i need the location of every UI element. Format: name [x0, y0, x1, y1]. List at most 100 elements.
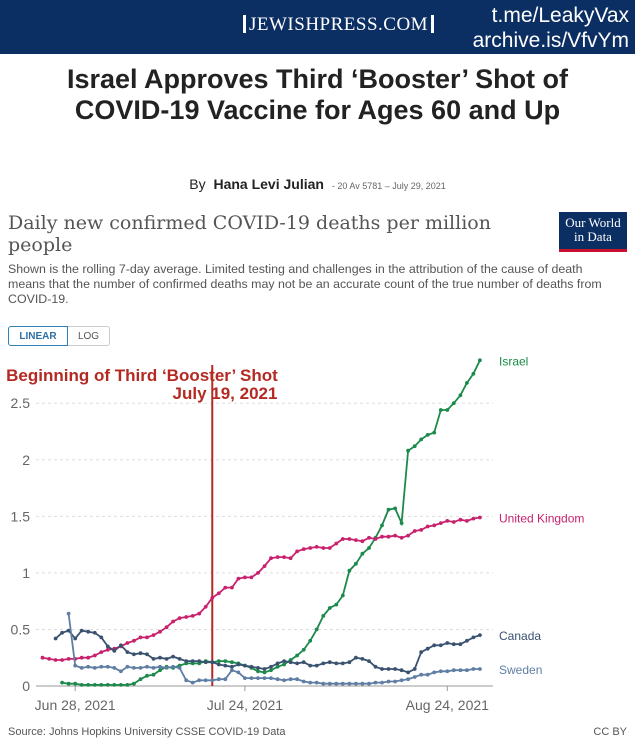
data-point: [262, 670, 267, 675]
data-point: [301, 679, 306, 684]
data-point: [164, 666, 169, 670]
data-point: [256, 676, 260, 680]
data-point: [445, 669, 450, 674]
data-point: [386, 534, 391, 539]
data-point: [419, 528, 424, 532]
data-point: [393, 506, 397, 511]
owid-logo-line-1: Our World: [565, 215, 621, 230]
data-point: [327, 606, 332, 610]
data-point: [386, 667, 391, 671]
data-point: [367, 535, 371, 540]
data-point: [171, 619, 176, 624]
license-label[interactable]: CC BY: [593, 726, 627, 738]
data-point: [262, 676, 267, 680]
data-point: [262, 667, 267, 671]
data-point: [197, 659, 202, 663]
data-point: [243, 663, 247, 668]
data-point: [354, 538, 358, 542]
data-point: [216, 659, 221, 663]
data-point: [327, 681, 332, 686]
data-point: [190, 614, 195, 618]
data-point: [158, 655, 162, 660]
data-point: [471, 635, 476, 640]
data-point: [458, 668, 463, 673]
data-point: [445, 641, 450, 645]
series-line: [42, 516, 481, 661]
booster-annotation-date: July 19, 2021: [173, 384, 278, 403]
data-point: [138, 677, 143, 682]
log-scale-button[interactable]: LOG: [68, 326, 110, 346]
data-point: [478, 358, 482, 363]
data-point: [275, 661, 280, 666]
data-point: [223, 659, 228, 663]
data-point: [340, 537, 345, 541]
data-point: [236, 662, 241, 667]
owid-logo[interactable]: Our World in Data: [559, 212, 627, 252]
data-point: [347, 660, 352, 665]
data-point: [367, 546, 371, 550]
data-point: [53, 658, 58, 662]
data-point: [438, 669, 443, 674]
data-point: [393, 679, 397, 684]
data-point: [347, 568, 352, 573]
data-point: [230, 660, 234, 665]
data-point: [406, 448, 410, 453]
data-point: [321, 661, 326, 666]
data-point: [458, 642, 463, 647]
data-point: [380, 680, 384, 685]
y-tick-label: 2.5: [11, 395, 31, 411]
data-point: [458, 393, 463, 398]
data-point: [145, 635, 149, 640]
data-point: [66, 611, 71, 616]
data-point: [132, 652, 136, 657]
data-point: [79, 683, 84, 687]
data-point: [380, 523, 384, 528]
chart-source: Source: Johns Hopkins University CSSE CO…: [8, 726, 286, 738]
data-point: [73, 663, 78, 668]
data-point: [295, 653, 299, 658]
data-point: [321, 681, 326, 686]
data-point: [184, 659, 189, 663]
data-point: [66, 628, 71, 633]
data-point: [354, 655, 358, 660]
data-point: [425, 433, 430, 437]
data-point: [445, 519, 450, 523]
article-date: - 20 Av 5781 – July 29, 2021: [331, 181, 446, 191]
data-point: [99, 650, 104, 654]
data-point: [249, 676, 254, 680]
data-point: [151, 666, 156, 670]
author-link[interactable]: Hana Levi Julian: [213, 176, 324, 192]
data-point: [393, 667, 397, 671]
data-point: [145, 673, 149, 678]
series-label: Israel: [499, 354, 528, 368]
data-point: [360, 539, 365, 544]
owid-logo-line-2: in Data: [574, 229, 612, 244]
data-point: [308, 680, 313, 685]
data-point: [360, 681, 365, 686]
data-point: [301, 660, 306, 665]
data-point: [314, 663, 319, 668]
data-point: [301, 547, 306, 551]
data-point: [184, 615, 189, 619]
data-point: [73, 636, 78, 641]
data-point: [60, 658, 64, 662]
data-point: [119, 669, 123, 674]
data-point: [275, 677, 280, 682]
data-point: [79, 655, 84, 660]
series-line: [61, 359, 481, 686]
data-point: [151, 657, 156, 661]
data-point: [125, 641, 130, 645]
data-point: [216, 662, 221, 667]
watermark: t.me/LeakyVax archive.is/VfvYm: [473, 3, 629, 53]
data-point: [210, 678, 215, 683]
data-point: [40, 655, 45, 660]
data-point: [282, 659, 286, 663]
data-point: [308, 663, 313, 668]
jewishpress-logo[interactable]: JEWISHPRESS.COM: [240, 14, 437, 36]
data-point: [471, 667, 476, 671]
data-point: [105, 647, 110, 652]
data-point: [145, 652, 149, 657]
data-point: [190, 659, 195, 663]
linear-scale-button[interactable]: LINEAR: [8, 326, 68, 346]
